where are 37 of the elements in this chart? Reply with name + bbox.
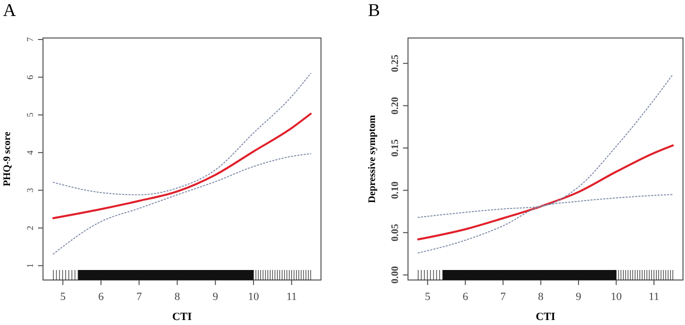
y-tick-label: 0.00 [390,266,401,284]
y-axis-title: PHQ-9 score [2,131,13,186]
line-series [52,153,312,254]
x-tick-label: 11 [648,291,660,303]
chart-title: B [368,0,380,20]
y-tick-label: 5 [25,112,35,118]
x-tick-label: 9 [212,291,219,303]
y-tick-label: 1 [25,263,35,268]
line-series [52,112,312,220]
x-tick-label: 8 [174,291,180,303]
x-axis-title: CTI [536,311,556,323]
y-tick-label: 4 [25,150,35,155]
y-tick-label: 0.10 [390,182,401,200]
line-series [417,144,674,240]
x-tick-label: 10 [610,291,622,303]
y-tick-label: 6 [25,74,35,80]
x-tick-label: 5 [424,291,431,303]
x-axis-title: CTI [172,311,192,323]
y-tick-label: 0.25 [390,54,401,72]
line-series [52,72,312,196]
chart-title: A [3,0,16,20]
y-tick-label: 0.15 [390,139,401,157]
x-tick-label: 9 [576,291,582,303]
x-tick-label: 11 [286,291,297,303]
x-tick-label: 5 [60,291,66,303]
x-tick-label: 7 [136,291,142,303]
x-tick-label: 6 [462,291,469,303]
y-tick-label: 2 [25,226,35,230]
y-tick-label: 3 [25,188,35,193]
y-axis-title: Depressive symptom [367,114,378,203]
y-tick-label: 0.20 [390,96,401,114]
y-tick-label: 0.05 [390,224,401,242]
x-tick-label: 10 [248,291,260,303]
x-tick-label: 7 [500,291,506,303]
x-tick-label: 8 [538,291,544,303]
x-tick-label: 6 [98,291,104,303]
y-tick-label: 7 [25,36,35,42]
